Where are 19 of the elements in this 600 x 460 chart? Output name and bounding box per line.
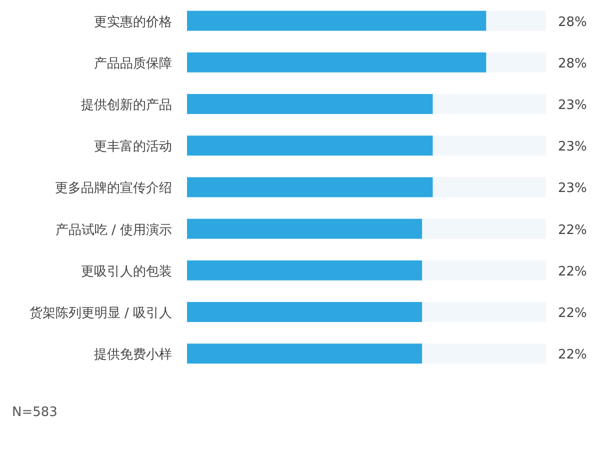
data-label: 22% bbox=[558, 306, 587, 321]
text: N=583 bbox=[12, 405, 58, 420]
y-tick-label: 产品品质保障 bbox=[94, 56, 172, 72]
y-tick-label: 产品试吃 / 使用演示 bbox=[55, 222, 172, 238]
data-label: 23% bbox=[558, 181, 587, 196]
data-label: 28% bbox=[558, 14, 587, 30]
y-tick-label: 提供创新的产品 bbox=[81, 98, 172, 113]
y-tick-label: 更多品牌的宣传介绍 bbox=[55, 180, 172, 196]
data-label: 22% bbox=[558, 264, 587, 280]
data-label: 22% bbox=[558, 222, 587, 238]
y-tick-label: 更丰富的活动 bbox=[94, 138, 172, 155]
data-label: 22% bbox=[558, 348, 587, 363]
y-tick-label: 更吸引人的包装 bbox=[81, 264, 172, 280]
data-label: 28% bbox=[558, 56, 587, 72]
data-label: 23% bbox=[558, 140, 587, 155]
y-tick-label: 更实惠的价格 bbox=[94, 14, 172, 30]
y-tick-label: 提供免费小样 bbox=[94, 348, 172, 363]
y-tick-label: 货架陈列更明显 / 吸引人 bbox=[29, 306, 172, 321]
data-label: 23% bbox=[558, 98, 587, 113]
